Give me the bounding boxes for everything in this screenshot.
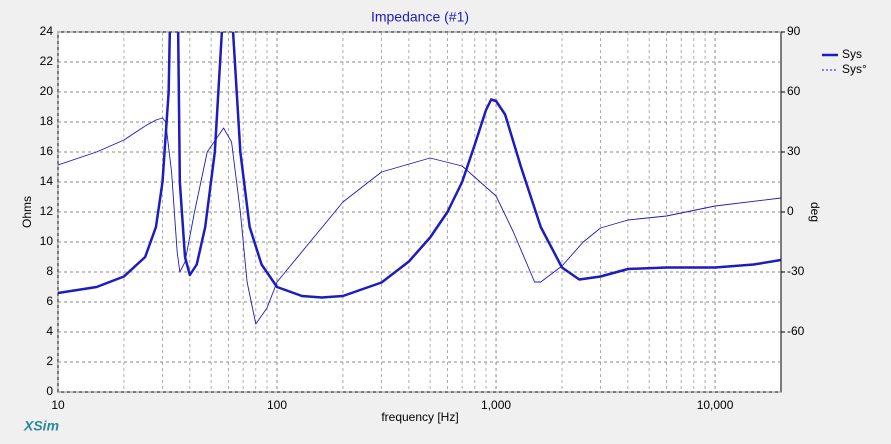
y-tick-label: 12 [40, 204, 54, 218]
y2-tick-label: 0 [787, 204, 794, 218]
y-tick-label: 16 [40, 144, 54, 158]
y2-tick-label: 60 [787, 84, 801, 98]
y-tick-label: 0 [46, 384, 53, 398]
y-tick-label: 14 [40, 174, 54, 188]
y-axis-label: Ohms [20, 196, 34, 228]
y2-tick-label: 30 [787, 144, 801, 158]
y-tick-label: 18 [40, 114, 54, 128]
y-tick-label: 20 [40, 84, 54, 98]
y-tick-label: 2 [46, 354, 53, 368]
series-line [58, 32, 781, 299]
y2-tick-label: 90 [787, 24, 801, 38]
x-tick-label: 10 [51, 398, 65, 412]
y-tick-label: 24 [40, 24, 54, 38]
x-tick-label: 1,000 [481, 398, 511, 412]
y-tick-label: 4 [46, 324, 53, 338]
y2-axis-label: deg [808, 202, 822, 222]
y2-tick-label: -30 [787, 264, 805, 278]
y-tick-label: 10 [40, 234, 54, 248]
x-tick-label: 100 [267, 398, 287, 412]
chart-title: Impedance (#1) [371, 9, 469, 25]
y-tick-label: 6 [46, 294, 53, 308]
y2-tick-label: -60 [787, 324, 805, 338]
x-tick-label: 10,000 [697, 398, 734, 412]
legend-label: Sys [842, 47, 862, 61]
x-axis-label: frequency [Hz] [381, 410, 458, 424]
series-line [58, 117, 781, 325]
y-tick-label: 22 [40, 54, 54, 68]
y-tick-label: 8 [46, 264, 53, 278]
legend-label: Sys° [842, 62, 867, 76]
brand: XSim [23, 418, 59, 434]
